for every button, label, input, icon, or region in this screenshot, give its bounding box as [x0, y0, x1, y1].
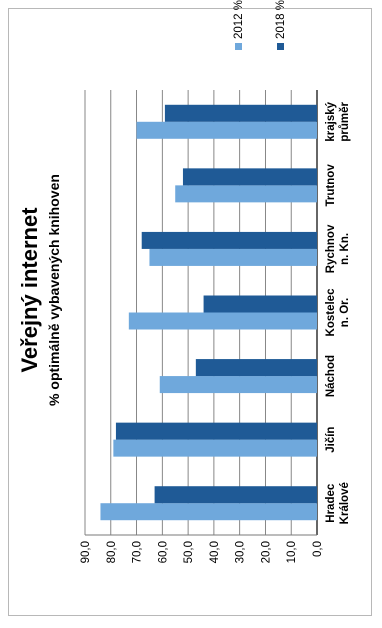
legend-swatch [277, 43, 284, 50]
bar-series-2 [164, 104, 317, 122]
value-tick-label: 40,0 [209, 541, 221, 563]
value-axis-labels: 0,0 10,0 20,0 30,0 40,0 50,0 60,0 70,0 80,0 90,0 [80, 541, 324, 563]
legend-swatch [235, 43, 242, 50]
bar-series-2 [203, 295, 317, 313]
legend-label: 2012 % [233, 0, 245, 39]
category-label: Trutnov [325, 164, 337, 207]
bar-series-2 [154, 486, 317, 504]
value-tick-label: 30,0 [235, 541, 247, 563]
bar-series-1 [149, 248, 317, 266]
category-axis-labels: Hradec Králové Jičín Náchod Kostelec n. Or. Ry… [325, 101, 351, 524]
value-tick-label: 10,0 [286, 541, 298, 563]
chart-title: Veřejný internet [17, 207, 42, 373]
value-tick-label: 20,0 [260, 541, 272, 563]
bar-series-1 [136, 121, 317, 139]
value-tick-label: 90,0 [80, 541, 92, 563]
category-label: Kostelec n. Or. [325, 288, 351, 337]
value-tick-label: 70,0 [132, 541, 144, 563]
value-tick-label: 0,0 [312, 541, 324, 557]
bar-series-2 [141, 231, 318, 249]
category-label: Náchod [325, 355, 337, 397]
bar-series-1 [159, 376, 317, 394]
value-tick-label: 80,0 [106, 541, 118, 563]
value-tick-label: 50,0 [183, 541, 195, 563]
legend: 2012 % 2018 % [233, 0, 287, 50]
category-label: Rychnov n. Kn. [325, 224, 351, 273]
bars [100, 104, 318, 521]
bar-series-2 [182, 168, 318, 186]
category-label: Jičín [325, 427, 337, 453]
bar-series-1 [175, 185, 317, 203]
legend-label: 2018 % [275, 0, 287, 39]
bar-series-1 [113, 439, 317, 457]
category-label: Hradec Králové [325, 482, 351, 524]
category-label: krajský průměr [325, 101, 351, 141]
gridlines [84, 90, 318, 536]
value-tick-label: 60,0 [157, 541, 169, 563]
bar-series-1 [100, 503, 318, 521]
bar-series-1 [128, 312, 317, 330]
bar-series-2 [195, 359, 318, 377]
bar-series-2 [115, 422, 317, 440]
chart-subtitle: % optimálně vybavených knihoven [46, 174, 62, 406]
